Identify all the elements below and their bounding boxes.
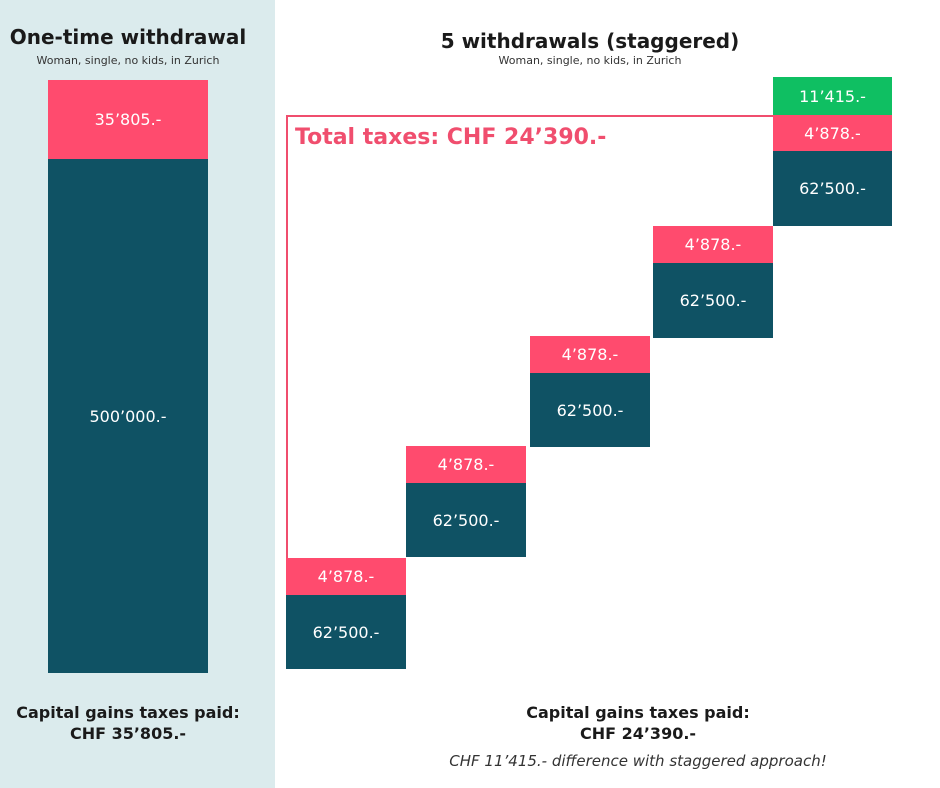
one-time-capital-label: 500’000.- bbox=[89, 406, 167, 426]
step-5-capital-label: 62’500.- bbox=[799, 179, 866, 198]
step-4-capital-bar: 62’500.- bbox=[653, 263, 773, 338]
step-5-tax-label: 4’878.- bbox=[804, 123, 861, 143]
step-5-difference-label: 11’415.- bbox=[799, 86, 866, 106]
staggered-footer-line1: Capital gains taxes paid: bbox=[526, 703, 750, 722]
difference-note: CHF 11’415.- difference with staggered a… bbox=[449, 752, 827, 770]
step-1-tax-label: 4’878.- bbox=[317, 567, 375, 586]
step-1-capital-label: 62’500.- bbox=[312, 622, 380, 642]
one-time-tax-bar: 35’805.- bbox=[48, 80, 208, 159]
total-taxes-bracket bbox=[286, 115, 774, 559]
staggered-subtitle: Woman, single, no kids, in Zurich bbox=[498, 54, 682, 67]
step-3-tax-label: 4’878.- bbox=[561, 345, 619, 364]
step-5-capital-bar: 62’500.- bbox=[773, 151, 892, 226]
step-3-capital-bar: 62’500.- bbox=[530, 373, 650, 447]
step-4-capital-label: 62’500.- bbox=[679, 291, 747, 310]
step-3-capital-label: 62’500.- bbox=[556, 400, 624, 420]
step-4-tax-bar: 4’878.- bbox=[653, 226, 773, 263]
step-2-capital-bar: 62’500.- bbox=[406, 483, 526, 557]
step-3-tax-bar: 4’878.- bbox=[530, 336, 650, 373]
one-time-footer-line2: CHF 35’805.- bbox=[69, 724, 187, 743]
step-2-tax-label: 4’878.- bbox=[437, 455, 495, 474]
total-taxes-label: Total taxes: CHF 24’390.- bbox=[295, 125, 607, 150]
step-1-capital-bar: 62’500.- bbox=[286, 595, 406, 669]
step-2-capital-label: 62’500.- bbox=[432, 510, 500, 530]
one-time-capital-bar: 500’000.- bbox=[48, 159, 208, 673]
one-time-title: One-time withdrawal bbox=[9, 25, 247, 49]
step-5-tax-bar: 4’878.- bbox=[773, 115, 892, 151]
step-2-tax-bar: 4’878.- bbox=[406, 446, 526, 483]
one-time-footer-line1: Capital gains taxes paid: bbox=[16, 703, 240, 722]
step-4-tax-label: 4’878.- bbox=[684, 235, 742, 254]
step-5-difference-bar: 11’415.- bbox=[773, 77, 892, 115]
staggered-footer-line2: CHF 24’390.- bbox=[579, 724, 697, 743]
step-1-tax-bar: 4’878.- bbox=[286, 558, 406, 595]
one-time-subtitle: Woman, single, no kids, in Zurich bbox=[36, 54, 220, 67]
one-time-tax-label: 35’805.- bbox=[94, 110, 162, 129]
staggered-title: 5 withdrawals (staggered) bbox=[440, 29, 740, 53]
